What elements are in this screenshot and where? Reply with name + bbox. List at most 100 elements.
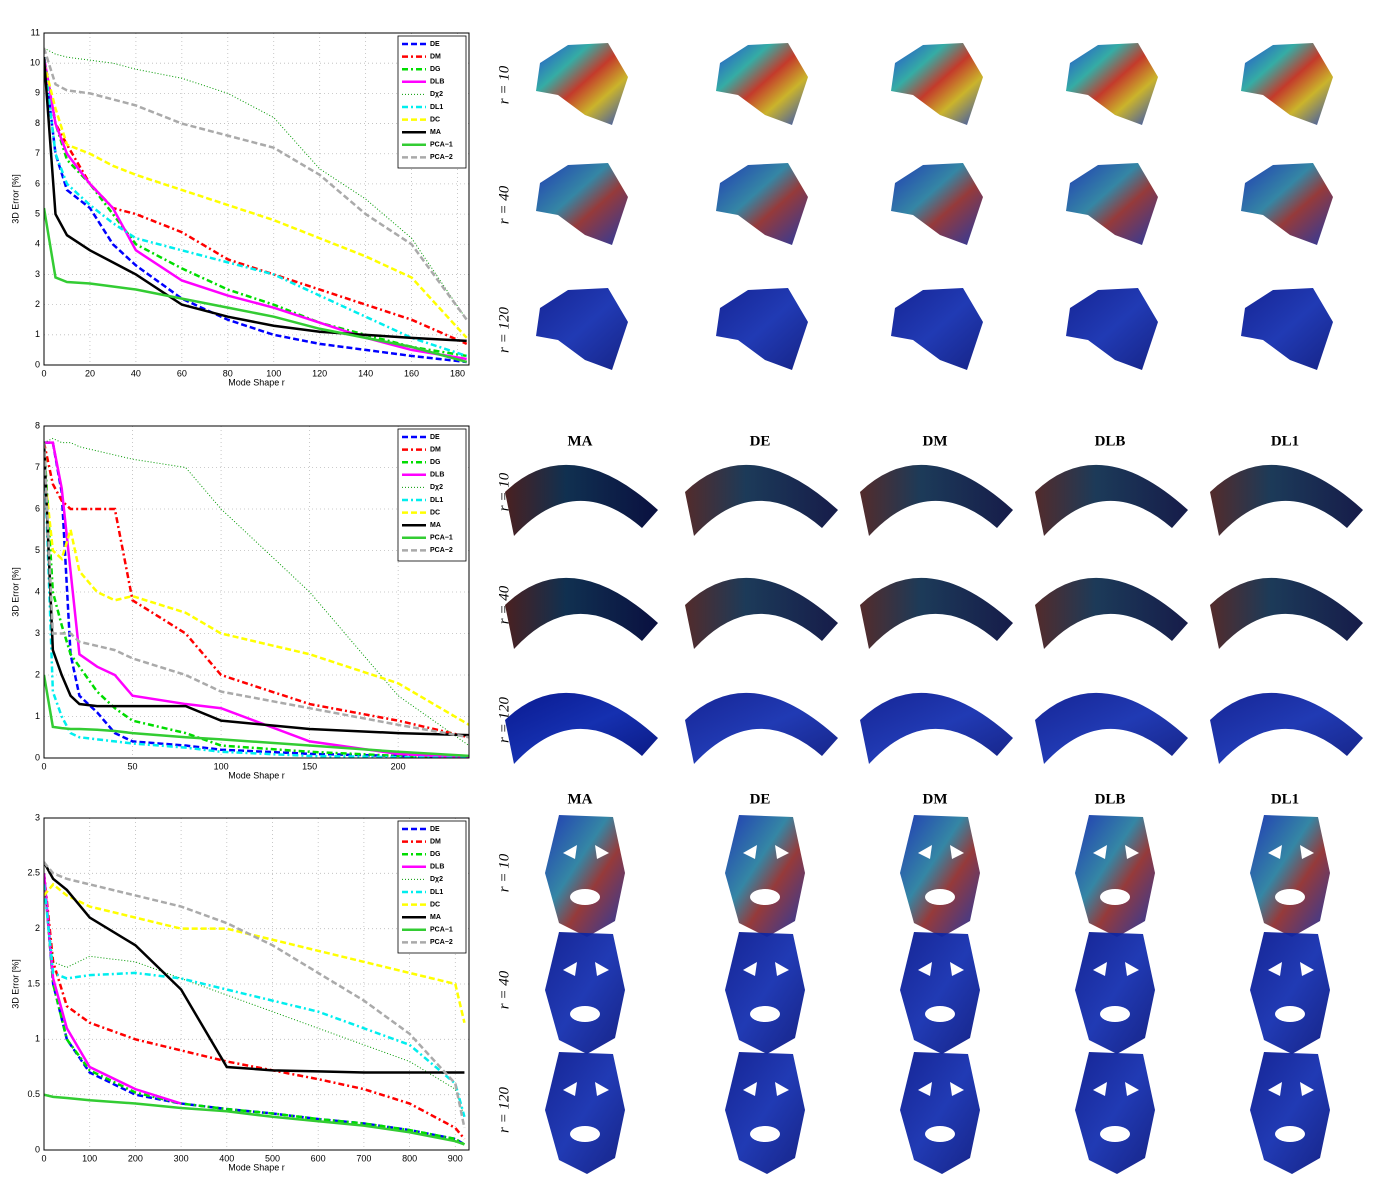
rendering	[891, 163, 983, 245]
eye	[775, 1082, 789, 1096]
y-tick-label: 9	[35, 88, 40, 98]
x-tick-label: 40	[131, 368, 141, 378]
x-tick-label: 400	[219, 1153, 234, 1163]
column-header: DM	[923, 433, 948, 449]
series-line	[44, 442, 469, 737]
eye	[1300, 1082, 1314, 1096]
rendering	[900, 932, 980, 1054]
surface	[505, 577, 658, 649]
surface	[860, 577, 1013, 649]
series-line	[44, 56, 468, 346]
series-line	[44, 47, 468, 321]
row-label: r = 120	[496, 307, 512, 353]
rendering	[1035, 464, 1188, 536]
rendering	[725, 932, 805, 1054]
rendering	[860, 577, 1013, 649]
legend-label: DL1	[430, 497, 443, 504]
surface	[1250, 1052, 1330, 1174]
legend-label: DC	[430, 901, 440, 908]
surface	[1066, 43, 1158, 125]
column-header: MA	[568, 433, 593, 449]
eye	[1268, 845, 1282, 859]
legend-label: DG	[430, 851, 441, 858]
surface	[891, 163, 983, 245]
legend-label: MA	[430, 522, 441, 529]
x-tick-label: 500	[265, 1153, 280, 1163]
x-tick-label: 50	[128, 761, 138, 771]
rendering	[1035, 577, 1188, 649]
legend-label: DL1	[430, 889, 443, 896]
legend-label: Dχ2	[430, 91, 443, 98]
y-axis-label: 3D Error [%]	[10, 567, 20, 617]
y-tick-label: 0	[35, 752, 40, 762]
rendering	[1210, 692, 1363, 764]
rendering	[505, 464, 658, 536]
column-header: DE	[750, 433, 771, 449]
eye	[1093, 845, 1107, 859]
series-line	[44, 861, 466, 1129]
surface	[891, 43, 983, 125]
x-axis-label: Mode Shape r	[228, 1162, 285, 1172]
surface	[1066, 288, 1158, 370]
series-line	[44, 884, 465, 1117]
surface	[716, 163, 808, 245]
column-header: MA	[568, 791, 593, 807]
surface	[716, 43, 808, 125]
x-tick-label: 120	[312, 368, 327, 378]
plot-frame	[43, 32, 470, 366]
eye	[775, 845, 789, 859]
eye	[1300, 962, 1314, 976]
y-tick-label: 1	[35, 329, 40, 339]
rendering	[725, 1052, 805, 1174]
rendering	[1241, 163, 1333, 245]
mouth	[1100, 889, 1130, 905]
legend-label: DLB	[430, 472, 444, 479]
surface	[685, 464, 838, 536]
surface	[1035, 464, 1188, 536]
y-tick-label: 4	[35, 239, 40, 249]
surface	[1075, 932, 1155, 1054]
legend-label: MA	[430, 914, 441, 921]
y-tick-label: 6	[35, 178, 40, 188]
x-tick-label: 100	[214, 761, 229, 771]
legend-label: DG	[430, 459, 441, 466]
series-line	[44, 442, 469, 739]
row-label: r = 10	[496, 853, 512, 892]
series-line	[44, 882, 466, 1024]
legend-label: DC	[430, 509, 440, 516]
eye	[950, 962, 964, 976]
x-tick-label: 0	[41, 368, 46, 378]
rendering	[891, 43, 983, 125]
series-line	[44, 1093, 465, 1146]
y-tick-label: 1.5	[27, 978, 40, 988]
eye	[1268, 1082, 1282, 1096]
row-label: r = 10	[496, 65, 512, 104]
x-tick-label: 0	[41, 761, 46, 771]
surface	[1075, 1052, 1155, 1174]
legend-label: PCA−2	[430, 547, 453, 554]
surface	[545, 815, 625, 937]
rendering	[900, 815, 980, 937]
eye	[743, 845, 757, 859]
rendering	[1066, 288, 1158, 370]
rendering	[1066, 163, 1158, 245]
surface	[685, 692, 838, 764]
legend-label: DC	[430, 116, 440, 123]
series-line	[44, 873, 182, 1105]
rendering	[716, 163, 808, 245]
rendering	[685, 577, 838, 649]
eye	[918, 1082, 932, 1096]
legend-label: PCA−1	[430, 535, 453, 542]
rendering	[1066, 43, 1158, 125]
legend-label: MA	[430, 129, 441, 136]
surface	[1075, 815, 1155, 937]
legend-label: PCA−1	[430, 927, 453, 934]
x-tick-label: 0	[41, 1153, 46, 1163]
y-tick-label: 8	[35, 420, 40, 430]
legend-label: DM	[430, 53, 441, 60]
mouth	[1275, 1126, 1305, 1142]
x-tick-label: 140	[358, 368, 373, 378]
series-line	[44, 861, 465, 1074]
eye	[563, 962, 577, 976]
x-tick-label: 600	[311, 1153, 326, 1163]
